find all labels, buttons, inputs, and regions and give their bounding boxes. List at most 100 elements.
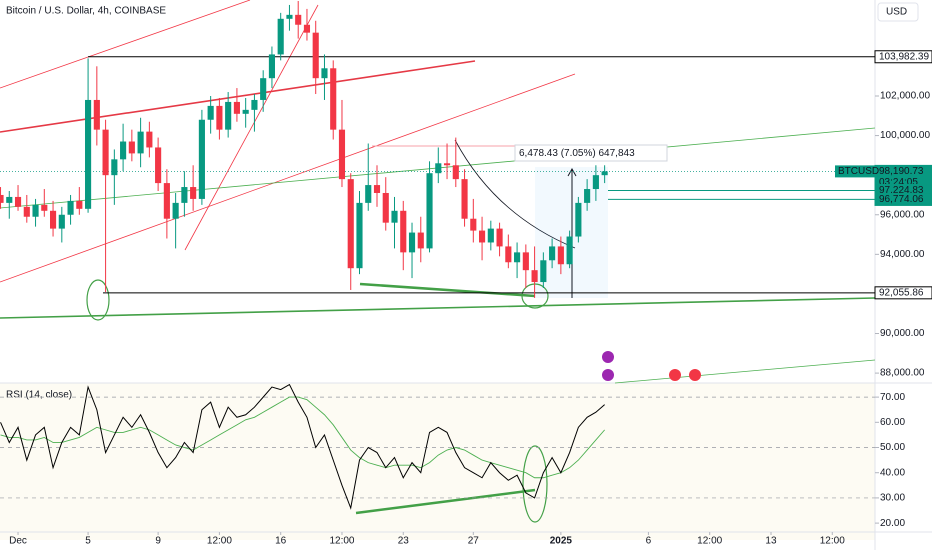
candle-body [295,14,302,25]
y-tick-label: 100,000.00 [880,130,930,141]
candle-body [452,165,459,180]
trendline [0,73,576,283]
candle-body [435,163,442,174]
trendline [184,4,319,251]
candle-body [41,204,48,211]
candle-body [426,173,433,249]
candle-body [137,131,144,154]
candle-body [347,179,354,269]
candle-body [330,68,337,130]
currency: USD [886,7,907,18]
candle-body [505,246,512,263]
y-tick-label: 20.00 [880,518,905,529]
y-tick-label: 30.00 [880,493,905,504]
rsi-line [0,383,605,510]
event-icon[interactable] [602,351,614,363]
price-label: 98,190.73 [879,166,924,177]
candle-body [470,218,477,231]
candle-body [496,228,503,247]
candle-body [373,185,381,193]
candle-body [163,183,170,219]
candle-body [461,179,468,219]
flag-icon[interactable] [689,369,701,381]
candle-body [365,185,372,203]
x-tick-label: 6 [646,536,652,547]
measure-label: 6,478.43 (7.05%) 647,843 [519,148,635,159]
candle-body [76,200,83,209]
price-label: 92,055.86 [879,287,924,298]
candle-body [198,119,205,199]
candle-body [207,105,214,120]
candle-body [303,24,311,33]
y-tick-label: 50.00 [880,442,905,453]
candle-body [557,246,564,265]
y-tick-label: 70.00 [880,392,905,403]
candle-body [172,202,179,219]
event-icon[interactable] [602,369,614,381]
symbol-label: BTCUSD [838,166,879,177]
x-tick-label: 12:00 [329,536,354,547]
x-tick-label: 27 [468,536,480,547]
x-tick-label: 12:00 [820,536,845,547]
price-label: 103,982.39 [879,51,929,62]
x-tick-label: 9 [155,536,161,547]
candle-body [478,230,486,243]
candle-body [128,141,135,154]
candle-body [67,200,74,215]
candle-body [531,270,538,283]
rsi-pane [0,383,875,540]
arc [454,139,576,249]
candle-body [233,101,240,114]
currency-button[interactable] [877,2,919,22]
candle-body [408,232,416,253]
rsi-ma-line [0,396,605,479]
candle-body [120,141,127,160]
y-tick-label: 94,000.00 [880,249,925,260]
trendline [359,282,536,298]
y-tick-label: 96,000.00 [880,209,925,220]
symbol-label-box [835,165,875,178]
trendline [0,60,476,133]
measure-arrow-head [567,167,577,177]
candle-body [566,236,573,265]
candle-body [225,101,232,130]
y-tick-label: 60.00 [880,417,905,428]
candle-body [155,147,162,184]
price-label: 97,224.83 [879,185,924,196]
measure-label-box [514,144,668,162]
candle-body [251,99,258,110]
candle-body [181,187,188,203]
candle-body [338,129,346,180]
candle-body [417,232,424,249]
price-label-box [874,50,932,64]
candle-body [382,192,389,223]
candle-body [58,214,65,229]
highlight-ellipse [522,445,548,523]
candle-body [102,129,109,176]
candle-body [312,32,319,79]
candle-body [23,206,30,217]
x-tick-label: 12:00 [697,536,722,547]
candle-body [321,68,328,79]
candle-body [443,163,451,166]
candle-body [391,210,398,223]
candle-body [575,202,582,237]
x-tick-label: 12:00 [207,536,232,547]
y-tick-label: 102,000.00 [880,91,930,102]
candle-body [49,210,57,229]
flag-icon[interactable] [669,369,681,381]
y-tick-label: 40.00 [880,467,905,478]
candle-body [286,14,293,19]
price-label-box [874,192,932,206]
y-tick-label: 88,000.00 [880,368,925,379]
candle-body [549,246,556,261]
trendline [0,297,876,319]
candle-body [0,194,4,203]
candle-body [146,131,153,148]
x-tick-label: 2025 [550,536,573,547]
candle-body [242,109,249,114]
price-label-box [874,286,932,300]
candle-body [540,260,547,283]
rsi-trendline [355,488,536,515]
